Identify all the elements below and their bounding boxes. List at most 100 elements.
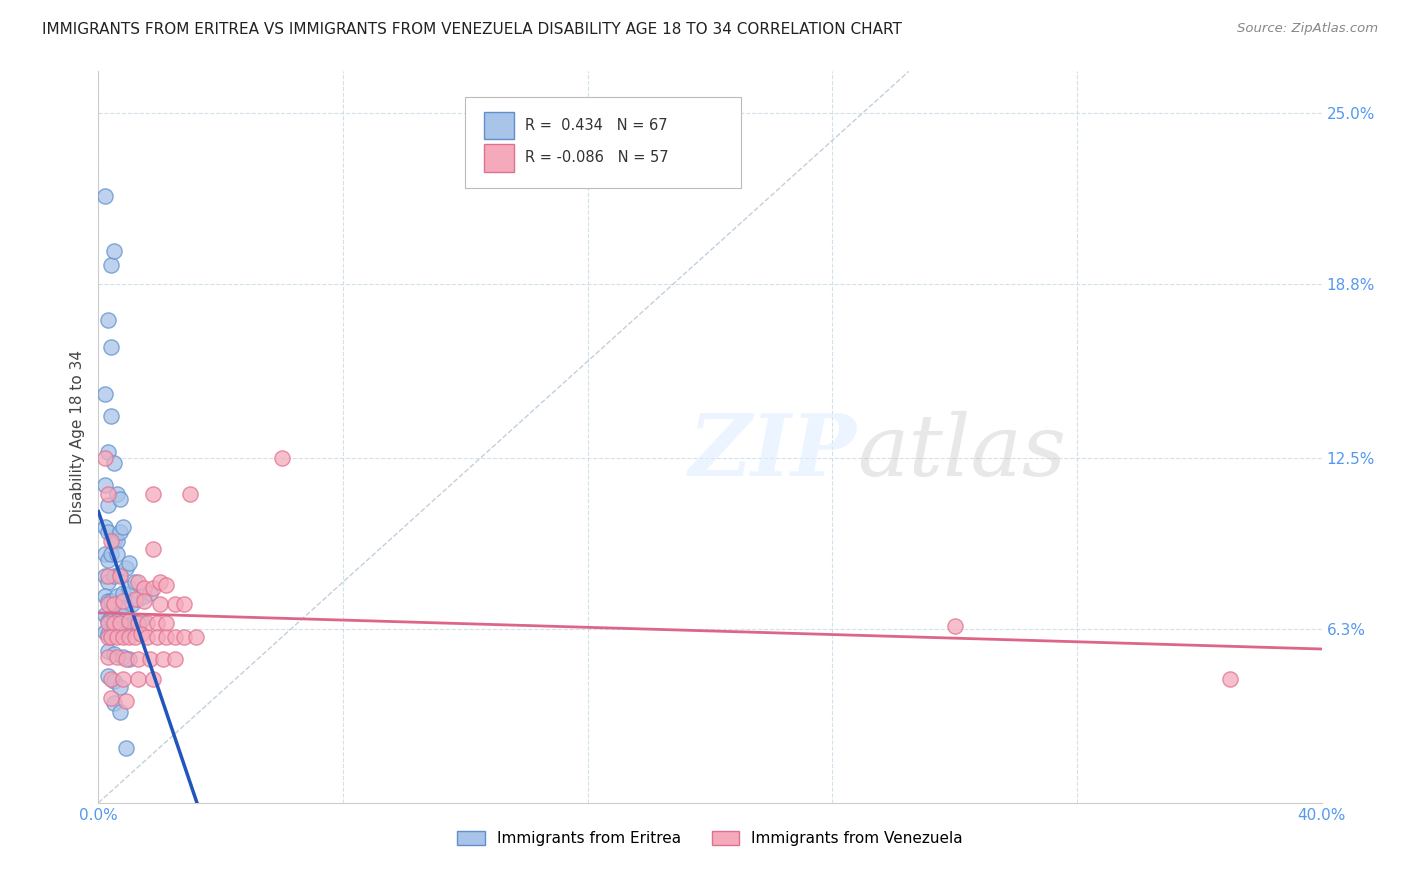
FancyBboxPatch shape [484,112,515,139]
Point [111,649,134,664]
Text: R =  0.434   N = 67: R = 0.434 N = 67 [526,118,668,133]
Point [108,616,131,631]
Point [179,486,201,500]
Point [108,492,131,507]
Point [142,581,165,595]
Point [105,589,128,603]
Point [105,486,128,500]
Point [115,622,138,636]
Point [97,649,120,664]
Point [152,652,174,666]
Point [105,649,128,664]
Point [134,589,156,603]
Point [97,445,120,459]
Point [100,258,122,272]
Point [127,672,149,686]
Point [115,740,138,755]
Point [100,409,122,424]
Point [108,566,131,581]
Point [129,614,152,628]
Point [97,627,120,641]
Point [145,616,167,631]
Point [103,647,125,661]
Point [139,652,162,666]
Point [103,456,125,470]
Point [155,630,177,644]
Point [97,498,120,512]
Point [97,574,120,589]
Point [118,652,141,666]
Point [127,652,149,666]
Point [93,478,115,492]
Point [97,312,120,326]
Point [124,574,146,589]
Point [163,652,186,666]
Point [111,520,134,534]
Point [118,556,141,570]
Point [173,630,195,644]
Point [108,680,131,694]
Point [943,619,966,633]
Text: IMMIGRANTS FROM ERITREA VS IMMIGRANTS FROM VENEZUELA DISABILITY AGE 18 TO 34 COR: IMMIGRANTS FROM ERITREA VS IMMIGRANTS FR… [42,22,903,37]
Point [103,244,125,258]
Point [134,581,156,595]
Point [103,616,125,631]
Point [97,630,120,644]
Point [97,616,120,631]
Point [149,574,172,589]
Point [108,705,131,719]
Point [108,569,131,583]
Point [145,630,167,644]
Point [93,589,115,603]
Point [118,619,141,633]
Point [111,594,134,608]
Point [108,622,131,636]
Point [108,525,131,540]
Y-axis label: Disability Age 18 to 34: Disability Age 18 to 34 [69,350,84,524]
Point [100,611,122,625]
Point [105,533,128,548]
Point [129,627,152,641]
Point [97,594,120,608]
Point [93,548,115,562]
Point [127,616,149,631]
Point [115,652,138,666]
FancyBboxPatch shape [465,97,741,188]
Point [93,624,115,639]
Point [93,450,115,465]
Point [103,674,125,689]
Point [115,561,138,575]
Point [127,591,149,606]
Point [121,597,143,611]
Point [100,630,122,644]
Point [115,602,138,616]
Point [103,569,125,583]
Point [97,486,120,500]
Point [93,188,115,202]
Point [142,672,165,686]
Point [103,624,125,639]
Point [97,553,120,567]
Point [163,630,186,644]
Point [100,340,122,354]
Point [163,597,186,611]
Point [118,614,141,628]
Point [97,614,120,628]
Point [127,574,149,589]
Point [139,586,162,600]
Point [111,630,134,644]
Point [149,597,172,611]
Point [124,616,146,631]
FancyBboxPatch shape [484,144,515,171]
Point [103,608,125,623]
Point [100,627,122,641]
Point [118,581,141,595]
Point [93,608,115,623]
Text: ZIP: ZIP [689,410,856,493]
Point [155,578,177,592]
Point [142,486,165,500]
Point [142,541,165,556]
Point [155,616,177,631]
Point [103,533,125,548]
Point [103,597,125,611]
